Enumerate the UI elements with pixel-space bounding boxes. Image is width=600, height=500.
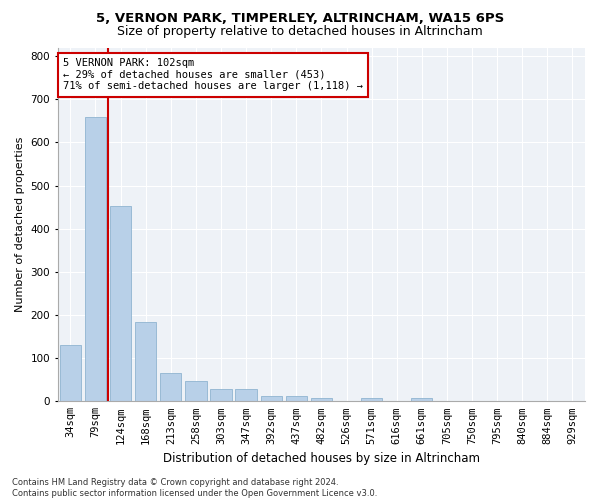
- Bar: [311, 398, 332, 402]
- Bar: [135, 322, 157, 402]
- Bar: [211, 389, 232, 402]
- Text: Size of property relative to detached houses in Altrincham: Size of property relative to detached ho…: [117, 25, 483, 38]
- Text: 5 VERNON PARK: 102sqm
← 29% of detached houses are smaller (453)
71% of semi-det: 5 VERNON PARK: 102sqm ← 29% of detached …: [63, 58, 363, 92]
- Bar: [235, 389, 257, 402]
- Bar: [160, 374, 181, 402]
- Text: 5, VERNON PARK, TIMPERLEY, ALTRINCHAM, WA15 6PS: 5, VERNON PARK, TIMPERLEY, ALTRINCHAM, W…: [96, 12, 504, 26]
- Bar: [260, 396, 282, 402]
- Bar: [185, 380, 206, 402]
- Bar: [411, 398, 433, 402]
- Bar: [361, 398, 382, 402]
- Text: Contains HM Land Registry data © Crown copyright and database right 2024.
Contai: Contains HM Land Registry data © Crown c…: [12, 478, 377, 498]
- Bar: [286, 396, 307, 402]
- X-axis label: Distribution of detached houses by size in Altrincham: Distribution of detached houses by size …: [163, 452, 480, 465]
- Y-axis label: Number of detached properties: Number of detached properties: [15, 136, 25, 312]
- Bar: [85, 116, 106, 402]
- Bar: [110, 206, 131, 402]
- Bar: [60, 345, 81, 402]
